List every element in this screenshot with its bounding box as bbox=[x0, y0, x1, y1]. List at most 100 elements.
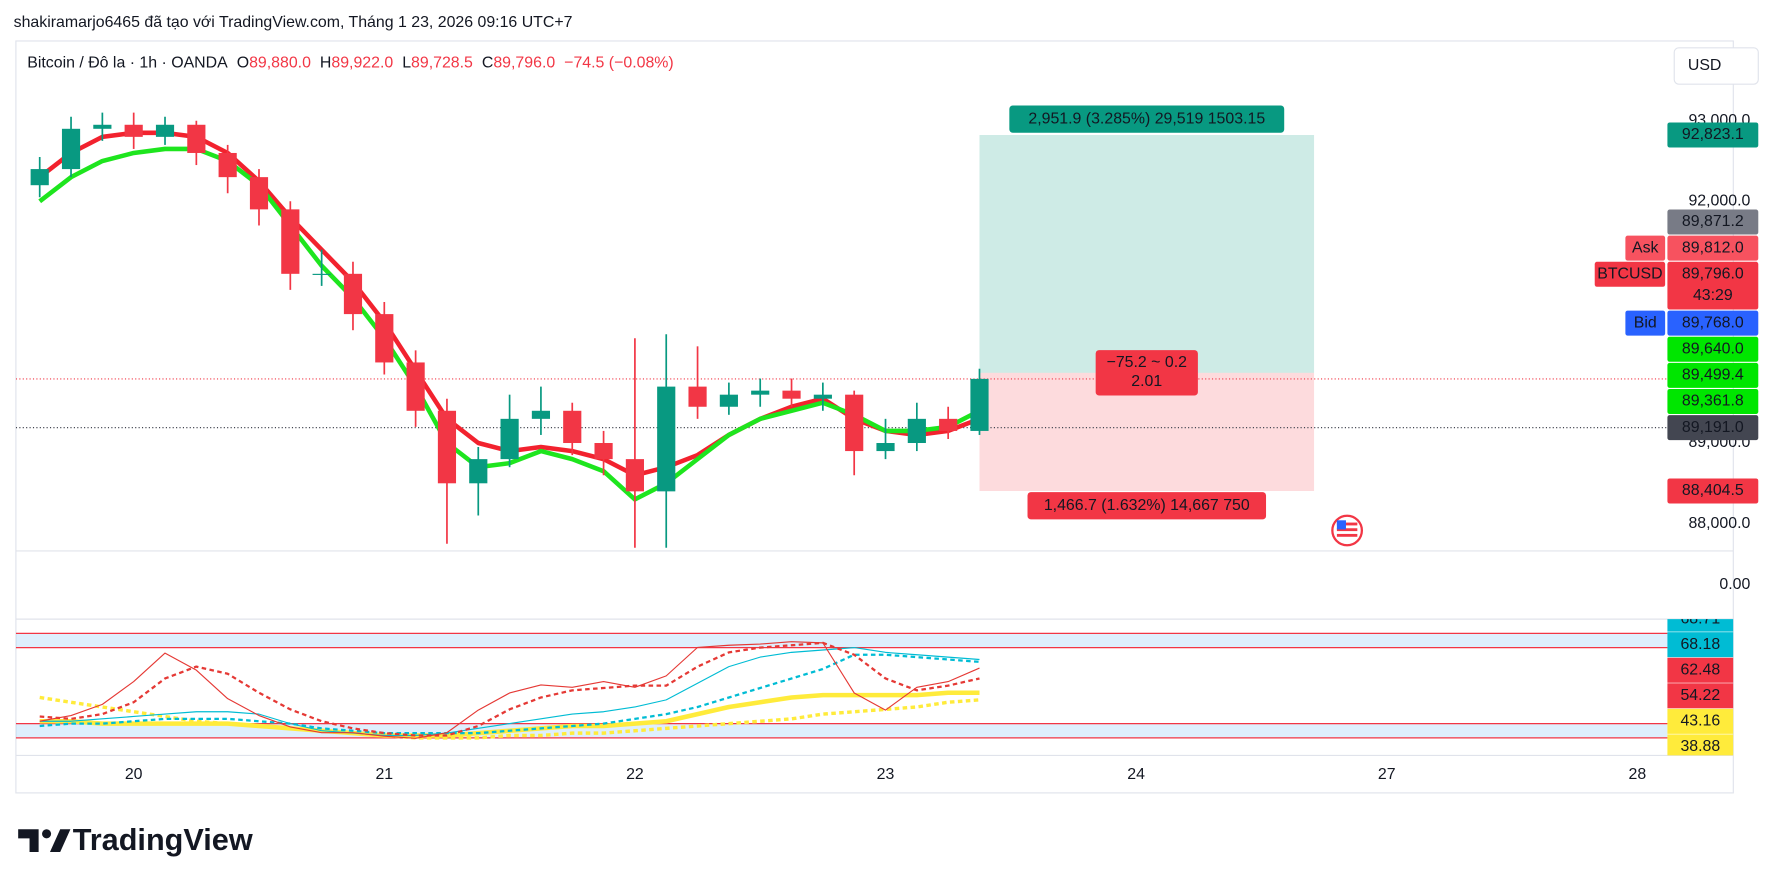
candle-body bbox=[563, 410, 582, 444]
indicator-label: 62.48 bbox=[1680, 661, 1720, 678]
price-label: 89,796.0 bbox=[1682, 265, 1744, 282]
x-tick-label: 24 bbox=[1127, 766, 1145, 783]
volume-axis-label: 0.00 bbox=[1719, 576, 1750, 593]
overlay: 20 21 22 23 24 27 2888,000.089,000.092,000.093… bbox=[125, 105, 1759, 783]
indicator-label: 38.88 bbox=[1680, 738, 1720, 755]
price-label-box bbox=[1667, 336, 1759, 362]
price-label-box bbox=[1667, 310, 1759, 336]
indicator-label-box bbox=[1667, 708, 1734, 734]
legend: Bitcoin / Đô la · 1h · OANDA O89,880.0 H… bbox=[27, 55, 673, 72]
profit-zone bbox=[979, 134, 1315, 373]
price-label-box bbox=[1667, 362, 1759, 388]
candle-body bbox=[594, 443, 613, 460]
indicator-line bbox=[39, 695, 980, 740]
indicator-line bbox=[39, 641, 980, 737]
price-label-box bbox=[1667, 122, 1759, 148]
price-label-box bbox=[1667, 261, 1759, 310]
y-tick-label: 92,000.0 bbox=[1688, 193, 1750, 210]
price-label: 89,640.0 bbox=[1682, 340, 1744, 357]
indicator-line bbox=[39, 653, 980, 735]
stop-label: 1,466.7 (1.632%) 14,667 750 bbox=[1044, 497, 1250, 514]
entry-label: −75.2 ~ 0.2 bbox=[1107, 354, 1188, 371]
price-label-box bbox=[1667, 478, 1759, 504]
candle-body bbox=[30, 169, 49, 186]
candle-body bbox=[375, 314, 394, 363]
change: −74.5 (−0.08%) bbox=[564, 55, 674, 72]
candle-body bbox=[657, 386, 676, 492]
indicator-label-box bbox=[1667, 657, 1734, 683]
candle-body bbox=[312, 273, 331, 275]
indicator-label: 54.22 bbox=[1680, 687, 1720, 704]
field-value: 89,728.5 bbox=[411, 55, 473, 72]
indicator-pane: 68.71 68.18 62.48 54.22 43.16 38.88 bbox=[15, 610, 1734, 756]
price-tag-box bbox=[1594, 261, 1666, 287]
candle-body bbox=[155, 124, 175, 137]
position-label-box bbox=[1009, 105, 1285, 133]
price-label-box bbox=[1667, 389, 1759, 414]
price-tag: Ask bbox=[1632, 239, 1659, 256]
x-tick-label: 22 bbox=[626, 766, 644, 783]
price-label: 92,823.1 bbox=[1682, 126, 1744, 143]
indicator-label-box bbox=[1667, 683, 1734, 709]
candle-body bbox=[751, 390, 770, 395]
logo-icon bbox=[18, 829, 71, 852]
candle-body bbox=[500, 418, 519, 460]
currency[interactable]: USD bbox=[1688, 57, 1722, 74]
candle-body bbox=[907, 418, 926, 444]
candle-body bbox=[625, 459, 644, 492]
price-tag-box bbox=[1625, 310, 1666, 336]
price-label: 88,404.5 bbox=[1682, 482, 1744, 499]
price-tag: BTCUSD bbox=[1597, 265, 1662, 282]
candle-body bbox=[281, 209, 300, 274]
indicator-label-box bbox=[1667, 632, 1734, 658]
candle-body bbox=[845, 394, 864, 452]
candle-body bbox=[939, 418, 958, 431]
target-label: 2,951.9 (3.285%) 29,519 1503.15 bbox=[1028, 110, 1265, 127]
candle-body bbox=[688, 386, 707, 407]
candle-body bbox=[719, 394, 738, 407]
candle-body bbox=[813, 394, 832, 399]
candle-body bbox=[218, 152, 237, 178]
main-pane bbox=[15, 112, 1668, 548]
candle-body bbox=[437, 410, 457, 484]
currency-button[interactable] bbox=[1673, 47, 1759, 85]
candle-body bbox=[406, 362, 425, 411]
candle-body bbox=[970, 378, 989, 431]
field-value: 89,796.0 bbox=[493, 55, 555, 72]
indicator-label: 68.18 bbox=[1680, 636, 1720, 653]
countdown: 43:29 bbox=[1693, 287, 1733, 304]
price-label-box bbox=[1667, 235, 1759, 261]
candle-body bbox=[531, 410, 551, 419]
price-label: 89,871.2 bbox=[1682, 213, 1744, 230]
indicator-label-box bbox=[1667, 619, 1734, 632]
field-key: O bbox=[237, 55, 249, 72]
price-label: 89,499.4 bbox=[1682, 367, 1744, 384]
candle-body bbox=[61, 128, 81, 170]
position-label-box bbox=[1095, 350, 1198, 396]
x-tick-label: 27 bbox=[1378, 766, 1396, 783]
candle-body bbox=[782, 390, 801, 399]
indicator-line bbox=[39, 647, 980, 737]
field-value: 89,880.0 bbox=[249, 55, 311, 72]
indicator-label-box bbox=[1667, 734, 1734, 756]
candle-body bbox=[93, 124, 112, 129]
price-label-box bbox=[1667, 415, 1759, 441]
price-label: 89,191.0 bbox=[1682, 419, 1744, 436]
price-tag-box bbox=[1625, 235, 1666, 261]
symbol: Bitcoin / Đô la · 1h · OANDA bbox=[27, 55, 228, 72]
entry-label: 2.01 bbox=[1131, 373, 1162, 390]
candle-body bbox=[469, 459, 488, 484]
x-tick-label: 20 bbox=[125, 766, 143, 783]
logo: TradingView bbox=[73, 823, 253, 857]
field-key: L bbox=[402, 55, 411, 72]
attribution: shakiramarjo6465 đã tạo với TradingView.… bbox=[14, 14, 573, 31]
price-label: 89,768.0 bbox=[1682, 314, 1744, 331]
price-tag: Bid bbox=[1634, 314, 1657, 331]
price-label: 89,361.8 bbox=[1682, 393, 1744, 410]
field-key: C bbox=[482, 55, 493, 72]
price-label: 89,812.0 bbox=[1682, 239, 1744, 256]
y-tick-label: 88,000.0 bbox=[1688, 515, 1750, 532]
indicator-label: 68.71 bbox=[1680, 610, 1720, 627]
